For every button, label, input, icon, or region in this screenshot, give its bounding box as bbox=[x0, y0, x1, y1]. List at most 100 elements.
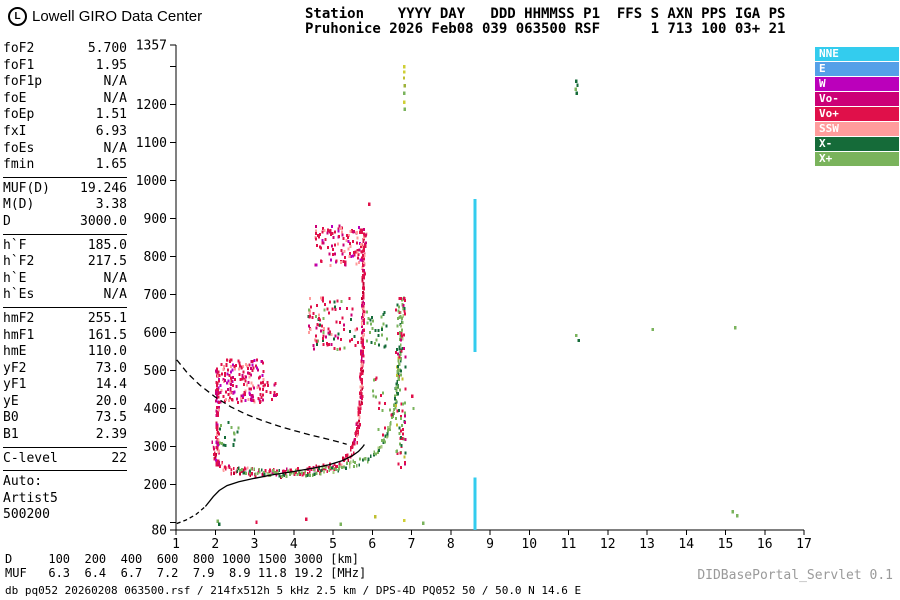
param-row: foF2 5.700 bbox=[3, 41, 127, 58]
param-label: hmE bbox=[3, 344, 27, 360]
y-tick-label: 700 bbox=[144, 288, 167, 303]
param-label: MUF(D) bbox=[3, 180, 50, 196]
param-value: 2.39 bbox=[95, 427, 127, 443]
param-row: fxI 6.93 bbox=[3, 124, 127, 141]
param-label: foE bbox=[3, 90, 27, 106]
param-label: h`E bbox=[3, 270, 27, 286]
param-label: foF1 bbox=[3, 57, 35, 73]
param-value: 3.38 bbox=[95, 197, 127, 213]
param-label: yE bbox=[3, 393, 19, 409]
brand-title: Lowell GIRO Data Center bbox=[32, 8, 203, 25]
param-row: M(D) 3.38 bbox=[3, 197, 127, 214]
param-label: yF2 bbox=[3, 360, 27, 376]
param-value: 1.51 bbox=[95, 107, 127, 123]
x-tick-label: 12 bbox=[600, 537, 616, 552]
param-row: fmin 1.65 bbox=[3, 157, 127, 174]
param-label: foF1p bbox=[3, 74, 43, 90]
true-height-profile bbox=[204, 444, 365, 507]
param-label: foEp bbox=[3, 107, 35, 123]
parameter-panel: foF2 5.700 foF1 1.95 foF1p N/A foE N/A foEp 1.51 f… bbox=[3, 41, 127, 524]
param-label: B1 bbox=[3, 427, 19, 443]
y-tick-label: 300 bbox=[144, 440, 167, 455]
param-value: 161.5 bbox=[87, 327, 127, 343]
param-value: 19.246 bbox=[80, 180, 127, 196]
x-tick-label: 10 bbox=[521, 537, 537, 552]
param-value: 255.1 bbox=[87, 310, 127, 326]
station-header: Station YYYY DAY DDD HHMMSS P1 FFS S AXN… bbox=[305, 7, 785, 37]
param-row: B0 73.5 bbox=[3, 410, 127, 427]
y-tick-label: 80 bbox=[151, 524, 167, 539]
param-row: h`Es N/A bbox=[3, 287, 127, 304]
param-label: h`Es bbox=[3, 287, 35, 303]
x-tick-label: 5 bbox=[329, 537, 337, 552]
param-row: yE 20.0 bbox=[3, 394, 127, 411]
echo-traces bbox=[211, 232, 405, 479]
param-label: M(D) bbox=[3, 197, 35, 213]
param-label: h`F2 bbox=[3, 254, 35, 270]
param-value: N/A bbox=[103, 90, 127, 106]
station-header-line2: Pruhonice 2026 Feb08 039 063500 RSF 1 71… bbox=[305, 21, 786, 37]
y-tick-label: 400 bbox=[144, 402, 167, 417]
param-row: h`F 185.0 bbox=[3, 238, 127, 255]
auto-scaler-line: Artist5 bbox=[3, 490, 58, 506]
param-row: MUF(D) 19.246 bbox=[3, 181, 127, 198]
echo-clusters bbox=[215, 224, 407, 469]
x-tick-label: 17 bbox=[796, 537, 812, 552]
param-label: B0 bbox=[3, 410, 19, 426]
y-tick-label: 500 bbox=[144, 364, 167, 379]
distance-row: D 100 200 400 600 800 1000 1500 3000 [km… bbox=[5, 552, 360, 566]
x-tick-label: 16 bbox=[757, 537, 773, 552]
param-label: hmF2 bbox=[3, 310, 35, 326]
interference-lines bbox=[473, 198, 477, 530]
param-label: yF1 bbox=[3, 377, 27, 393]
param-row: hmE 110.0 bbox=[3, 344, 127, 361]
param-row: foE N/A bbox=[3, 91, 127, 108]
y-tick-label: 1000 bbox=[136, 174, 167, 189]
param-row: C-level 22 bbox=[3, 451, 127, 468]
x-tick-label: 8 bbox=[447, 537, 455, 552]
overlay-curves bbox=[176, 359, 365, 525]
auto-scaler-line: 500200 bbox=[3, 507, 50, 523]
param-value: 6.93 bbox=[95, 123, 127, 139]
x-tick-label: 7 bbox=[408, 537, 416, 552]
x-tick-label: 6 bbox=[368, 537, 376, 552]
param-row: foF1 1.95 bbox=[3, 58, 127, 75]
param-value: 3000.0 bbox=[80, 213, 127, 229]
y-tick-label: 200 bbox=[144, 478, 167, 493]
param-label: foEs bbox=[3, 140, 35, 156]
param-value: 22 bbox=[111, 450, 127, 466]
y-tick-label: 800 bbox=[144, 250, 167, 265]
legend-item-nne: NNE bbox=[815, 47, 899, 61]
transmission-curve bbox=[176, 359, 347, 445]
param-row: foEp 1.51 bbox=[3, 107, 127, 124]
param-value: 73.5 bbox=[95, 410, 127, 426]
x-tick-label: 14 bbox=[678, 537, 694, 552]
param-label: h`F bbox=[3, 237, 27, 253]
y-tick-label: 1100 bbox=[136, 136, 167, 151]
x-tick-label: 13 bbox=[639, 537, 655, 552]
param-value: 110.0 bbox=[87, 344, 127, 360]
y-tick-label: 1357 bbox=[136, 39, 167, 54]
footer-info: db pq052 20260208 063500.rsf / 214fx512h… bbox=[5, 584, 582, 597]
brand: L Lowell GIRO Data Center bbox=[8, 7, 202, 26]
station-header-line1: Station YYYY DAY DDD HHMMSS P1 FFS S AXN… bbox=[305, 6, 786, 22]
param-label: hmF1 bbox=[3, 327, 35, 343]
param-row: yF2 73.0 bbox=[3, 361, 127, 378]
param-value: 1.65 bbox=[95, 157, 127, 173]
servlet-version: DIDBasePortal_Servlet 0.1 bbox=[697, 568, 893, 583]
legend-item-ssw: SSW bbox=[815, 122, 899, 136]
param-divider bbox=[3, 470, 127, 472]
profile-below-fmin bbox=[176, 506, 206, 525]
x-tick-label: 15 bbox=[718, 537, 734, 552]
param-label: foF2 bbox=[3, 41, 35, 56]
param-value: N/A bbox=[103, 270, 127, 286]
param-value: N/A bbox=[103, 140, 127, 156]
lowell-logo-icon: L bbox=[8, 7, 27, 26]
param-row: foF1p N/A bbox=[3, 74, 127, 91]
legend-item-vominus: Vo- bbox=[815, 92, 899, 106]
muf-row: MUF 6.3 6.4 6.7 7.2 7.9 8.9 11.8 19.2 [M… bbox=[5, 566, 367, 580]
param-label: D bbox=[3, 213, 11, 229]
x-tick-label: 11 bbox=[561, 537, 577, 552]
param-row: D 3000.0 bbox=[3, 214, 127, 231]
